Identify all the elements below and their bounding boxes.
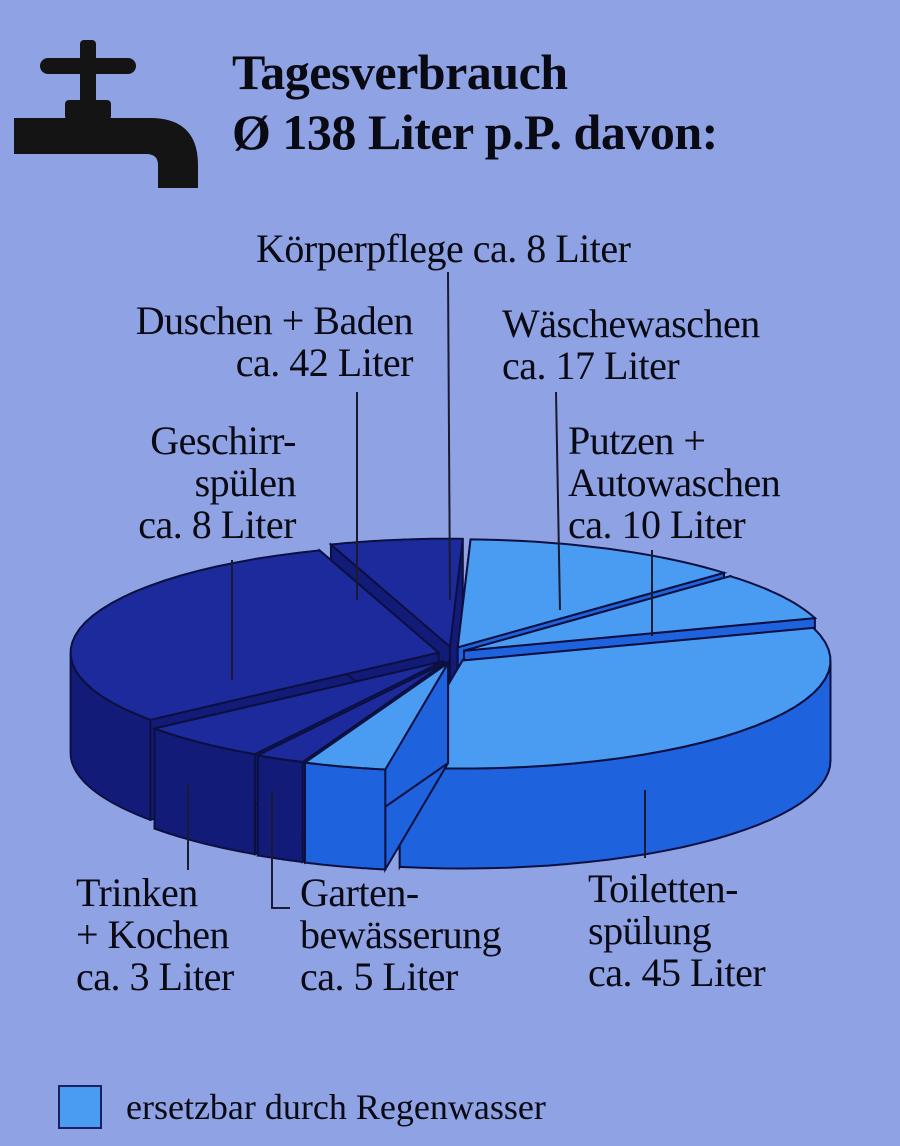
label-line: ca. 5 Liter — [300, 954, 458, 999]
label-line: Wäschewaschen — [502, 301, 760, 346]
subtitle-line: Ø 138 Liter p.P. davon: — [232, 104, 718, 160]
chart-title: Tagesverbrauch Ø 138 Liter p.P. davon: — [232, 42, 718, 162]
label-line: spülung — [588, 908, 712, 953]
leader-garten — [271, 790, 290, 909]
label-koerperpflege: Körperpflege ca. 8 Liter — [256, 226, 631, 271]
label-garten: Garten-bewässerung ca. 5 Liter — [300, 870, 502, 999]
label-line: Geschirr- — [150, 418, 296, 463]
slice-gartenbew-sserung — [302, 662, 449, 771]
legend: ersetzbar durch Regenwasser — [58, 1085, 546, 1129]
label-waesche: Wäschewaschen ca. 17 Liter — [502, 303, 760, 387]
label-line: ca. 17 Liter — [502, 343, 680, 388]
leader-koerperpflege — [447, 271, 451, 601]
slice-w-schewaschen — [456, 538, 728, 649]
label-line: ca. 42 Liter — [235, 340, 414, 385]
label-line: Putzen + — [568, 418, 706, 463]
water-tap-icon — [14, 40, 198, 188]
legend-label: ersetzbar durch Regenwasser — [126, 1087, 546, 1127]
slice-geschirrsp-len — [150, 660, 444, 756]
label-line: ca. 3 Liter — [76, 954, 234, 999]
slice-side-gartenbew-sserung — [304, 761, 387, 871]
label-line: ca. 45 Liter — [588, 950, 766, 995]
label-line: ca. 10 Liter — [568, 502, 746, 547]
label-line: Autowaschen — [568, 460, 781, 505]
leader-lines — [187, 271, 653, 909]
label-line: Duschen + Baden — [135, 298, 414, 343]
leader-waesche — [555, 391, 561, 611]
label-geschirr: Geschirr-spülen ca. 8 Liter — [60, 420, 296, 546]
label-duschen: Duschen + Baden ca. 42 Liter — [70, 298, 414, 385]
label-line: ca. 8 Liter — [138, 502, 296, 547]
slice-trinken-kochen — [254, 661, 447, 764]
label-toilette: Toiletten-spülung ca. 45 Liter — [588, 866, 766, 995]
slice-side-trinken-kochen — [256, 754, 304, 864]
label-line: Körperpflege ca. 8 Liter — [256, 226, 631, 271]
title-line: Tagesverbrauch — [232, 44, 568, 100]
label-line: Trinken — [76, 870, 198, 915]
slice-toilettensp-lung — [397, 626, 832, 770]
label-putzen: Putzen + Autowaschen ca. 10 Liter — [568, 418, 781, 547]
label-line: spülen — [194, 460, 297, 505]
slice-putzen-autowaschen — [463, 575, 818, 652]
legend-swatch — [58, 1085, 102, 1129]
label-line: Garten- — [300, 870, 419, 915]
slice-k-rperpflege — [328, 537, 464, 649]
label-line: bewässerung — [300, 912, 502, 957]
label-line: Toiletten- — [588, 866, 738, 911]
slice-duschen-baden — [69, 549, 441, 721]
label-line: + Kochen — [76, 912, 229, 957]
label-trinken: Trinken + Kochen ca. 3 Liter — [76, 872, 234, 998]
